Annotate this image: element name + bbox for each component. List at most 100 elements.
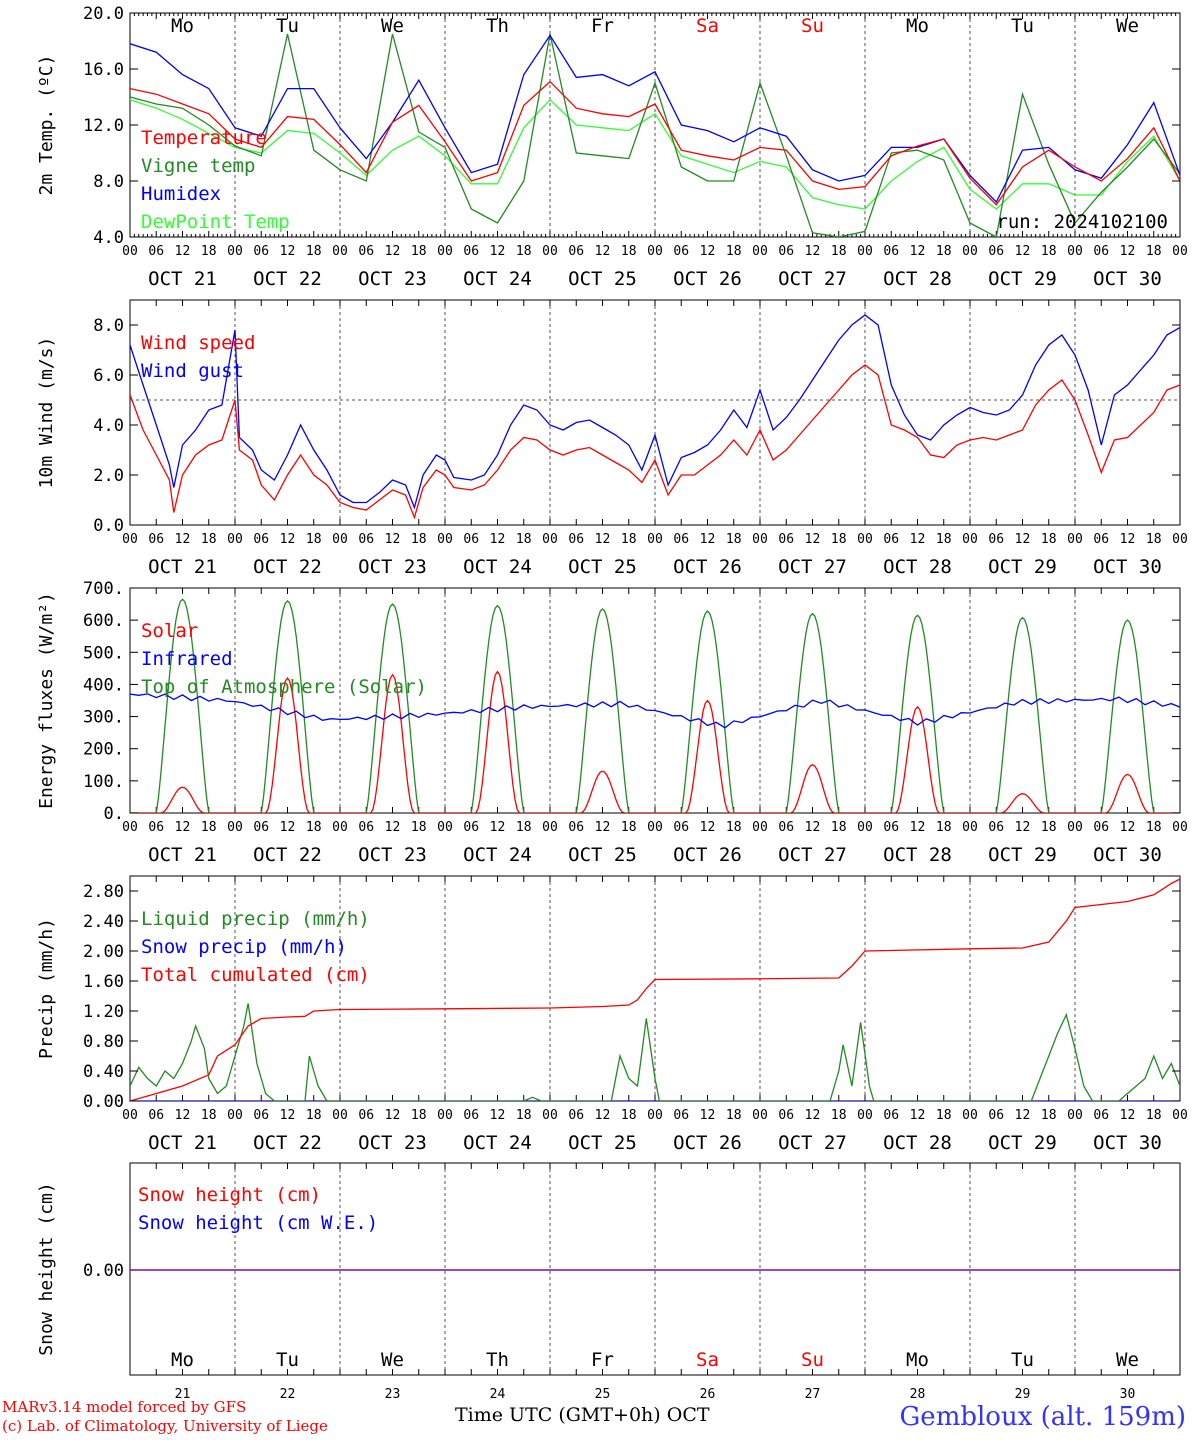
hour-tick-label: 00 xyxy=(122,1108,138,1123)
hour-tick-label: 00 xyxy=(647,1108,663,1123)
day-number-label: 23 xyxy=(385,1387,401,1402)
hour-tick-label: 12 xyxy=(490,244,506,259)
hour-tick-label: 06 xyxy=(883,820,899,835)
hour-tick-label: 18 xyxy=(411,820,427,835)
hour-tick-label: 18 xyxy=(831,244,847,259)
time-axis-text: Time UTC (GMT+0h) xyxy=(455,1404,661,1426)
hour-tick-label: 00 xyxy=(1067,1108,1083,1123)
hour-tick-label: 12 xyxy=(805,1108,821,1123)
weekday-label: Tu xyxy=(1011,1349,1034,1371)
hour-tick-label: 18 xyxy=(201,1108,217,1123)
hour-tick-label: 00 xyxy=(227,1108,243,1123)
date-label: OCT 27 xyxy=(778,1132,847,1154)
day-number-label: 25 xyxy=(595,1387,611,1402)
date-label: OCT 29 xyxy=(988,268,1057,290)
hour-tick-label: 12 xyxy=(1015,820,1031,835)
hour-tick-label: 00 xyxy=(647,244,663,259)
hour-tick-label: 00 xyxy=(227,244,243,259)
weekday-label: Tu xyxy=(276,1349,299,1371)
hour-tick-label: 00 xyxy=(752,820,768,835)
y-tick-label: 0.00 xyxy=(83,1261,124,1281)
date-label: OCT 28 xyxy=(883,268,952,290)
weekday-label: We xyxy=(1116,15,1139,37)
legend-entry: Top of Atmosphere (Solar) xyxy=(141,676,427,698)
hour-tick-label: 18 xyxy=(1146,1108,1162,1123)
y-tick-label: 4.0 xyxy=(93,228,124,248)
hour-tick-label: 00 xyxy=(857,1108,873,1123)
y-tick-label: 8.0 xyxy=(93,316,124,336)
hour-tick-label: 18 xyxy=(726,1108,742,1123)
legend-entry: Wind gust xyxy=(141,360,244,382)
legend-entry: Infrared xyxy=(141,648,233,670)
legend-entry: Total cumulated (cm) xyxy=(141,964,370,986)
y-tick-label: 1.60 xyxy=(83,972,124,992)
date-label: OCT 29 xyxy=(988,1132,1057,1154)
hour-tick-label: 00 xyxy=(542,244,558,259)
hour-tick-label: 12 xyxy=(280,1108,296,1123)
y-tick-label: 2.0 xyxy=(93,466,124,486)
y-tick-label: 2.40 xyxy=(83,912,124,932)
hour-tick-label: 00 xyxy=(647,532,663,547)
hour-tick-label: 18 xyxy=(831,1108,847,1123)
y-axis-label: Precip (mm/h) xyxy=(36,918,57,1059)
date-label: OCT 29 xyxy=(988,844,1057,866)
hour-tick-label: 18 xyxy=(201,820,217,835)
date-label: OCT 28 xyxy=(883,556,952,578)
date-label: OCT 29 xyxy=(988,556,1057,578)
date-label: OCT 24 xyxy=(463,844,532,866)
hour-tick-label: 18 xyxy=(726,244,742,259)
date-label: OCT 24 xyxy=(463,268,532,290)
legend-entry: Solar xyxy=(141,620,198,642)
hour-tick-label: 00 xyxy=(962,820,978,835)
hour-tick-label: 00 xyxy=(962,1108,978,1123)
hour-tick-label: 18 xyxy=(936,532,952,547)
hour-tick-label: 06 xyxy=(463,820,479,835)
hour-tick-label: 12 xyxy=(385,244,401,259)
hour-tick-label: 00 xyxy=(122,532,138,547)
date-label: OCT 25 xyxy=(568,556,637,578)
weekday-label: Tu xyxy=(276,15,299,37)
y-tick-label: 0.0 xyxy=(93,516,124,536)
date-label: OCT 23 xyxy=(358,844,427,866)
hour-tick-label: 12 xyxy=(385,820,401,835)
date-label: OCT 22 xyxy=(253,556,322,578)
date-label: OCT 21 xyxy=(148,844,217,866)
date-label: OCT 30 xyxy=(1093,1132,1162,1154)
day-number-label: 22 xyxy=(280,1387,296,1402)
hour-tick-label: 00 xyxy=(857,532,873,547)
hour-tick-label: 06 xyxy=(148,244,164,259)
legend-entry: Snow height (cm W.E.) xyxy=(138,1212,378,1234)
hour-tick-label: 06 xyxy=(358,820,374,835)
weekday-label: We xyxy=(1116,1349,1139,1371)
y-tick-label: 12.0 xyxy=(83,116,124,136)
date-label: OCT 26 xyxy=(673,1132,742,1154)
hour-tick-label: 18 xyxy=(516,532,532,547)
hour-tick-label: 12 xyxy=(280,820,296,835)
weekday-label: Su xyxy=(801,1349,824,1371)
hour-tick-label: 18 xyxy=(726,820,742,835)
hour-tick-label: 06 xyxy=(778,820,794,835)
hour-tick-label: 06 xyxy=(883,1108,899,1123)
hour-tick-label: 12 xyxy=(805,244,821,259)
hour-tick-label: 18 xyxy=(831,532,847,547)
hour-tick-label: 00 xyxy=(1067,532,1083,547)
date-label: OCT 28 xyxy=(883,1132,952,1154)
date-label: OCT 27 xyxy=(778,268,847,290)
hour-tick-label: 00 xyxy=(332,820,348,835)
y-tick-label: 4.0 xyxy=(93,416,124,436)
day-number-label: 28 xyxy=(910,1387,926,1402)
hour-tick-label: 18 xyxy=(621,820,637,835)
hour-tick-label: 06 xyxy=(253,820,269,835)
date-label: OCT 26 xyxy=(673,268,742,290)
hour-tick-label: 06 xyxy=(988,532,1004,547)
hour-tick-label: 18 xyxy=(516,820,532,835)
y-tick-label: 700. xyxy=(83,579,124,599)
hour-tick-label: 12 xyxy=(910,244,926,259)
y-tick-label: 100. xyxy=(83,772,124,792)
date-label: OCT 25 xyxy=(568,1132,637,1154)
hour-tick-label: 00 xyxy=(437,1108,453,1123)
hour-tick-label: 06 xyxy=(253,1108,269,1123)
hour-tick-label: 12 xyxy=(1015,532,1031,547)
hour-tick-label: 00 xyxy=(437,532,453,547)
date-label: OCT 25 xyxy=(568,268,637,290)
